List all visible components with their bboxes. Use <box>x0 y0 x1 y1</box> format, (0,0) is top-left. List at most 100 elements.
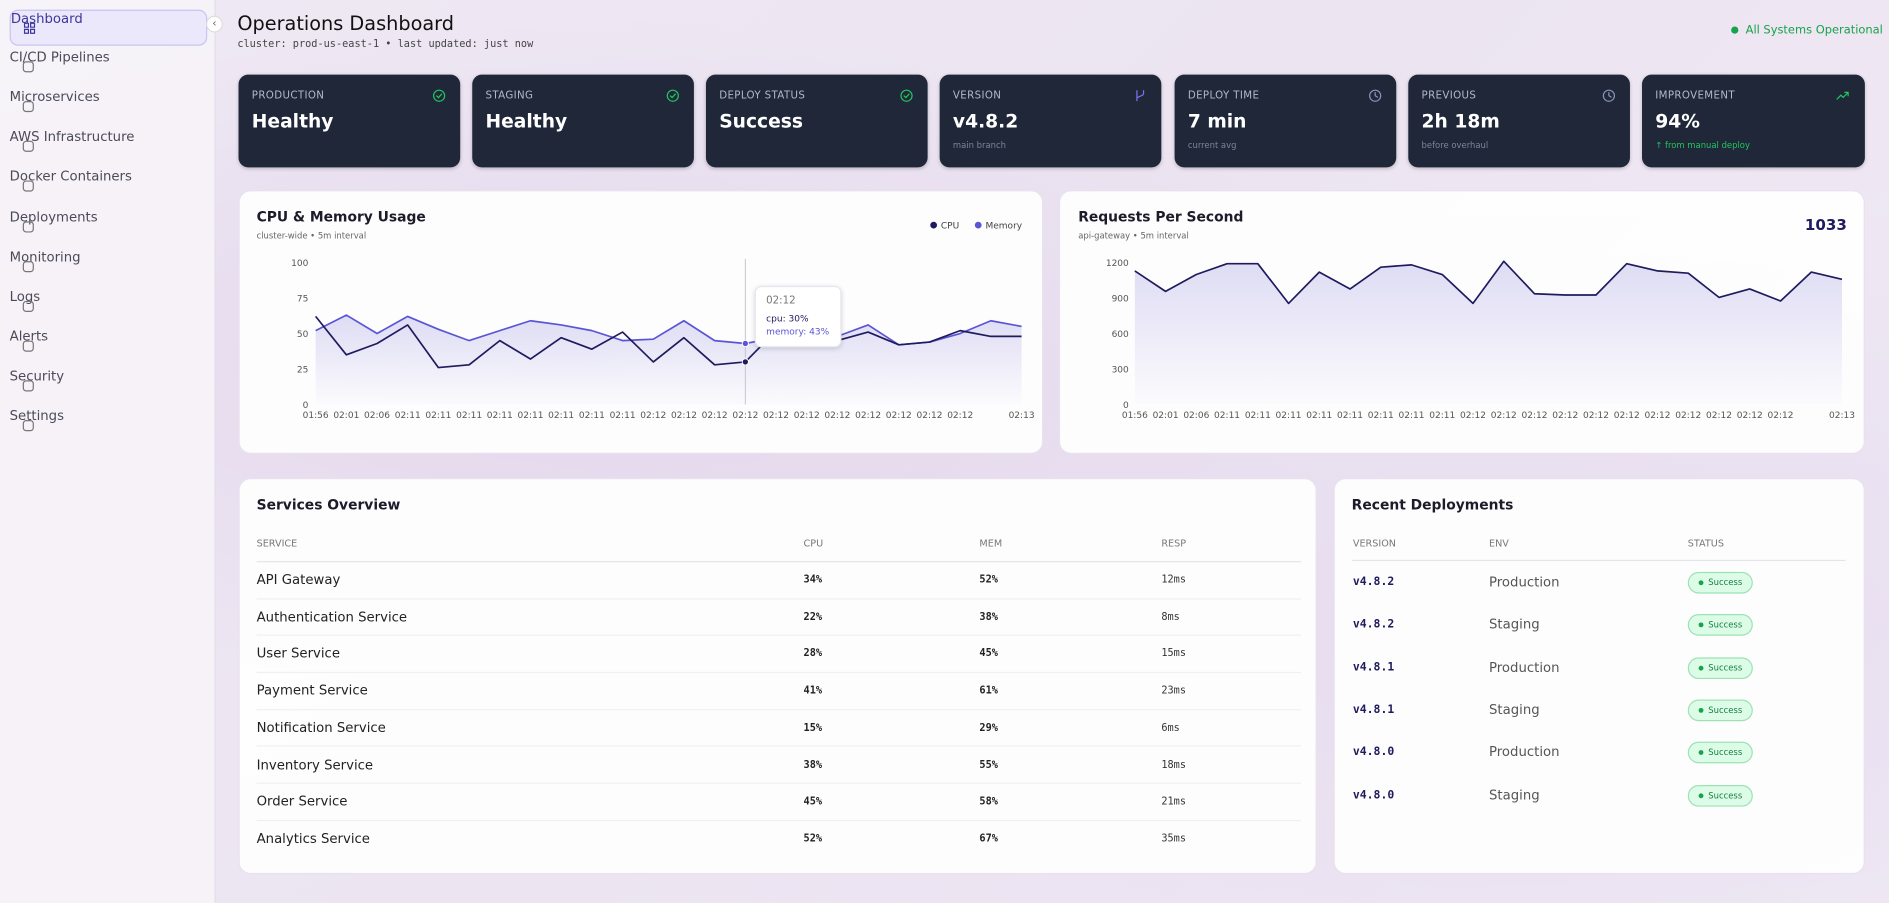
service-metric: 15% <box>803 722 823 735</box>
deploy-env: Staging <box>1489 701 1540 718</box>
kpi-label: PREVIOUS <box>1421 90 1477 103</box>
nav-item[interactable]: AWS Infrastructure <box>10 129 208 165</box>
deploy-env: Production <box>1489 659 1560 675</box>
service-metric: 28% <box>803 648 823 661</box>
icon <box>22 380 34 392</box>
kpi-note: main branch <box>952 140 1006 151</box>
service-metric: 8ms <box>1161 611 1180 624</box>
page-subtitle: cluster: prod-us-east-1 • last updated: … <box>237 38 534 51</box>
kpi-label: IMPROVEMENT <box>1655 90 1735 103</box>
service-metric: 15ms <box>1161 648 1187 661</box>
service-metric: 12ms <box>1161 574 1187 587</box>
icon <box>432 89 446 102</box>
column-header: MEM <box>979 538 1003 550</box>
row-rule <box>256 597 1302 599</box>
service-name: Notification Service <box>256 719 386 736</box>
icon <box>22 300 34 312</box>
service-metric: 52% <box>803 833 823 846</box>
nav-item[interactable]: Docker Containers <box>10 169 208 205</box>
icon-stroke <box>666 89 679 102</box>
kpi-label: VERSION <box>952 90 1002 103</box>
deploy-env: Production <box>1489 744 1560 760</box>
collapse-button[interactable]: ‹ <box>206 15 223 33</box>
deploy-version: v4.8.2 <box>1352 618 1395 632</box>
kpi-value: Success <box>719 110 803 133</box>
service-metric: 34% <box>803 574 823 587</box>
icon-stroke <box>22 61 34 73</box>
icon-stroke <box>669 93 676 99</box>
badge-dot <box>1698 665 1704 671</box>
icon <box>1836 91 1849 100</box>
nav-item[interactable]: Dashboard <box>9 9 208 46</box>
icon <box>22 220 34 232</box>
service-name: Payment Service <box>256 682 368 699</box>
column-header: ENV <box>1489 538 1509 550</box>
kpi-note: before overhaul <box>1421 140 1489 151</box>
icon-stroke <box>1369 89 1382 102</box>
kpi-value: 94% <box>1655 110 1700 133</box>
service-metric: 45% <box>979 648 998 661</box>
service-name: User Service <box>256 645 341 662</box>
row-rule <box>256 745 1302 747</box>
row-rule <box>256 819 1302 821</box>
nav-item[interactable]: CI/CD Pipelines <box>10 49 208 85</box>
nav-item[interactable]: Settings <box>10 408 208 444</box>
service-metric: 21ms <box>1161 796 1187 809</box>
service-metric: 6ms <box>1161 722 1180 735</box>
service-name: Analytics Service <box>256 830 370 847</box>
nav-item[interactable]: Logs <box>10 289 208 325</box>
icon-stroke <box>1602 89 1616 102</box>
kpi-card: DEPLOY STATUS Success <box>705 74 928 168</box>
service-metric: 52% <box>979 574 998 587</box>
nav-item[interactable]: Monitoring <box>10 249 208 285</box>
kpi-label: PRODUCTION <box>251 90 325 103</box>
badge-dot <box>1698 622 1704 628</box>
service-metric: 38% <box>979 611 998 624</box>
icon-stroke <box>1836 91 1849 100</box>
badge-label: Success <box>1708 705 1743 716</box>
kpi-label: DEPLOY TIME <box>1187 90 1260 103</box>
kpi-note: current avg <box>1187 140 1237 151</box>
icon <box>22 180 34 193</box>
service-metric: 29% <box>979 722 998 735</box>
service-metric: 41% <box>803 685 823 698</box>
nav-label: CI/CD Pipelines <box>9 49 110 66</box>
nav-item[interactable]: Alerts <box>10 328 208 364</box>
nav-item[interactable]: Security <box>10 368 208 404</box>
nav-label: Security <box>9 368 65 384</box>
icon <box>23 22 36 34</box>
page-title: Operations Dashboard <box>237 12 455 35</box>
nav-item[interactable]: Deployments <box>10 209 208 245</box>
icon-stroke <box>22 180 34 193</box>
kpi-card: VERSION v4.8.2 main branch <box>939 74 1162 168</box>
column-header: STATUS <box>1687 538 1724 550</box>
services-card <box>238 477 1317 875</box>
nav-label: Logs <box>9 288 41 305</box>
nav-label: Monitoring <box>9 248 81 265</box>
deploy-env: Staging <box>1489 786 1540 803</box>
service-metric: 23ms <box>1161 685 1187 698</box>
icon-stroke <box>22 220 34 232</box>
icon-stroke <box>22 300 34 312</box>
status-badge: Success <box>1687 784 1753 807</box>
service-metric: 58% <box>979 796 998 809</box>
nav-item[interactable]: Microservices <box>10 89 208 125</box>
icon-stroke <box>1608 92 1612 98</box>
deploy-env: Production <box>1489 574 1560 590</box>
row-rule <box>256 782 1302 784</box>
deploy-version: v4.8.2 <box>1352 575 1395 589</box>
deploy-version: v4.8.0 <box>1352 788 1395 802</box>
header-rule <box>256 561 1302 563</box>
icon-stroke <box>22 141 34 153</box>
cpu-memory-card <box>238 190 1044 454</box>
column-header: RESP <box>1161 538 1187 550</box>
icon-stroke <box>1136 90 1145 102</box>
icon-stroke <box>432 89 446 102</box>
deploy-version: v4.8.1 <box>1352 703 1395 717</box>
service-metric: 67% <box>979 833 998 846</box>
status-badge: Success <box>1687 741 1753 764</box>
icon <box>22 420 34 432</box>
service-metric: 55% <box>979 759 998 772</box>
badge-label: Success <box>1708 577 1743 588</box>
